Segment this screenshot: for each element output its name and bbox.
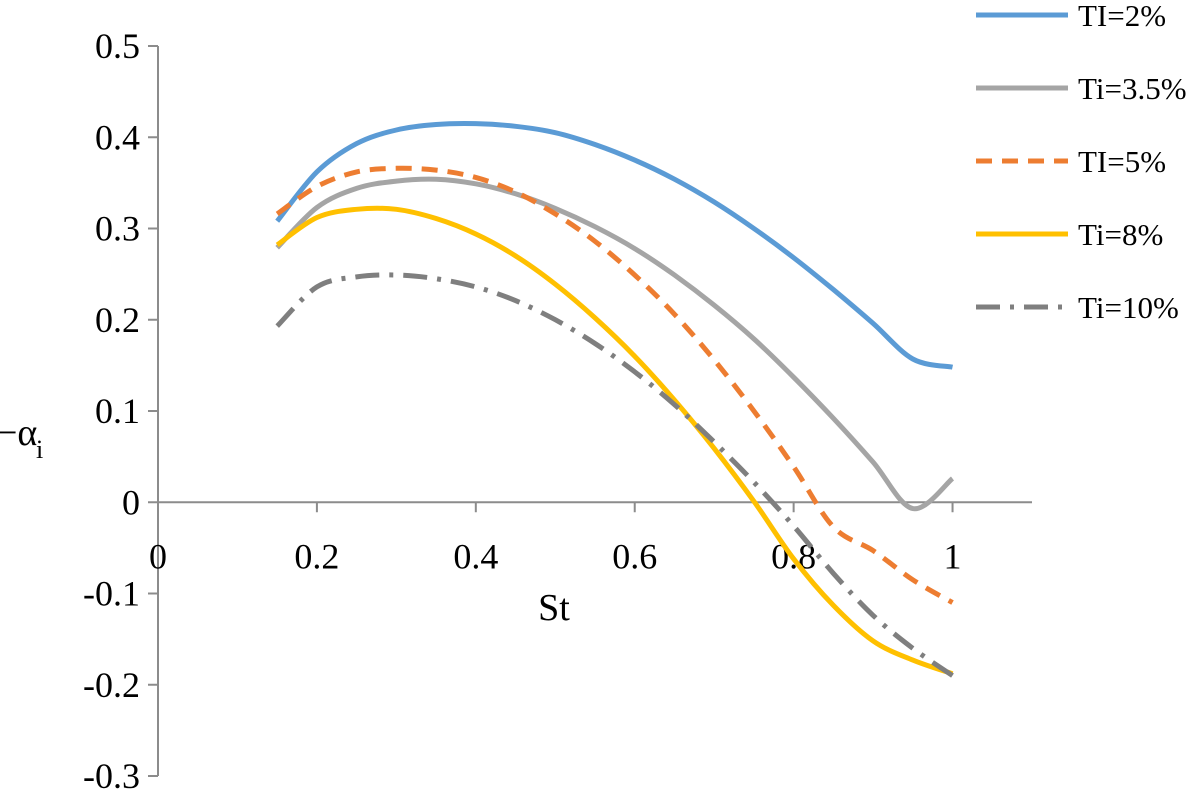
legend-label-3: TI=5% bbox=[1078, 144, 1166, 179]
legend: TI=2% Ti=3.5% TI=5% Ti=8% Ti=10% bbox=[976, 0, 1187, 325]
y-tick-label: 0.2 bbox=[95, 300, 140, 340]
y-tick-label: -0.1 bbox=[83, 574, 140, 614]
legend-label-5: Ti=10% bbox=[1078, 290, 1179, 325]
series-lines bbox=[275, 120, 955, 678]
svg-text:−α: −α bbox=[0, 412, 37, 454]
x-tick-label: 1 bbox=[944, 536, 962, 576]
x-tick-label: 0.6 bbox=[612, 536, 657, 576]
legend-label-4: Ti=8% bbox=[1078, 217, 1163, 252]
svg-text:i: i bbox=[36, 435, 43, 464]
y-axis-title: −α i bbox=[0, 412, 43, 464]
x-axis-title: St bbox=[538, 587, 570, 629]
axes bbox=[148, 45, 1032, 777]
y-tick-label: 0.5 bbox=[95, 26, 140, 66]
series-line-4 bbox=[275, 205, 954, 677]
x-tick-label: 0 bbox=[149, 536, 167, 576]
legend-label-1: TI=2% bbox=[1078, 0, 1166, 33]
series-line-5 bbox=[275, 272, 954, 678]
tick-labels: 0.50.40.30.20.10-0.1-0.2-0.30 0.2 0.4 0.6 0.… bbox=[83, 26, 962, 790]
y-tick-label: -0.3 bbox=[83, 756, 140, 790]
x-tick-label: 0.4 bbox=[453, 536, 498, 576]
y-tick-label: 0 bbox=[122, 482, 140, 522]
y-tick-label: 0.4 bbox=[95, 117, 140, 157]
y-tick-label: 0.3 bbox=[95, 209, 140, 249]
x-tick-label: 0.2 bbox=[294, 536, 339, 576]
y-tick-label: -0.2 bbox=[83, 665, 140, 705]
y-tick-label: 0.1 bbox=[95, 391, 140, 431]
series-line-2 bbox=[275, 176, 955, 512]
series-line-1 bbox=[275, 120, 954, 370]
legend-label-2: Ti=3.5% bbox=[1078, 71, 1187, 106]
